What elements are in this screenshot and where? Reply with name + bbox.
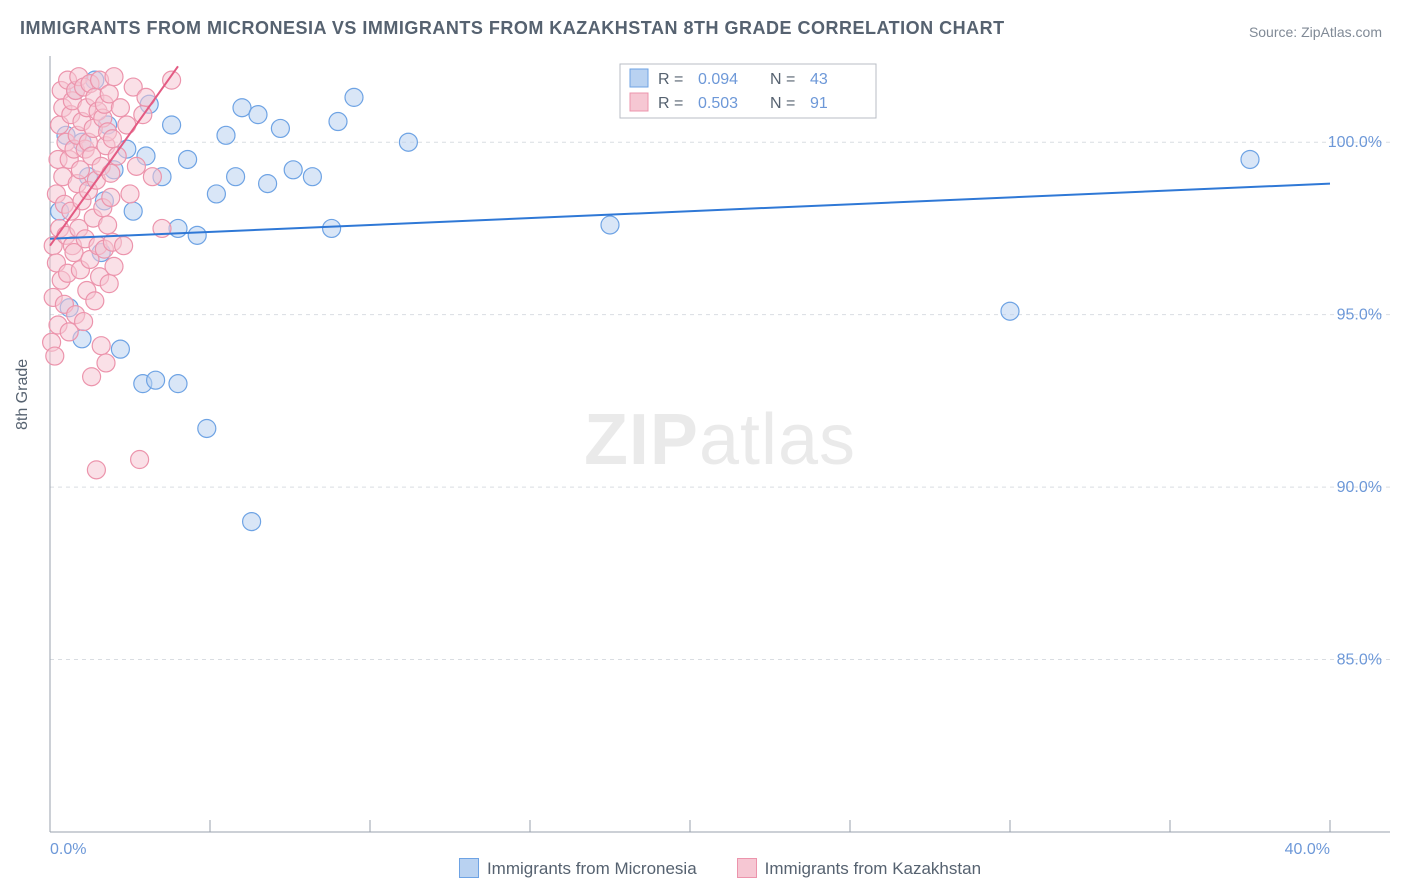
legend-swatch-1: [459, 858, 479, 878]
legend-swatch-2: [737, 858, 757, 878]
svg-text:90.0%: 90.0%: [1337, 479, 1382, 496]
chart-title: IMMIGRANTS FROM MICRONESIA VS IMMIGRANTS…: [20, 18, 1005, 39]
svg-text:85.0%: 85.0%: [1337, 652, 1382, 669]
svg-text:0.094: 0.094: [698, 71, 738, 88]
svg-text:N =: N =: [770, 71, 795, 88]
svg-text:N =: N =: [770, 95, 795, 112]
plot-svg: 85.0%90.0%95.0%100.0%0.0%40.0%R =0.094N …: [50, 56, 1390, 832]
svg-text:91: 91: [810, 95, 828, 112]
bottom-legend: Immigrants from Micronesia Immigrants fr…: [50, 852, 1390, 886]
svg-text:R =: R =: [658, 71, 683, 88]
svg-text:R =: R =: [658, 95, 683, 112]
bottom-legend-item-2: Immigrants from Kazakhstan: [737, 859, 981, 880]
plot-area: 85.0%90.0%95.0%100.0%0.0%40.0%R =0.094N …: [50, 56, 1390, 832]
legend-label-2: Immigrants from Kazakhstan: [765, 859, 981, 878]
source-attribution: Source: ZipAtlas.com: [1249, 24, 1382, 40]
svg-text:100.0%: 100.0%: [1328, 134, 1382, 151]
svg-text:95.0%: 95.0%: [1337, 307, 1382, 324]
y-axis-label: 8th Grade: [14, 359, 32, 430]
svg-text:0.503: 0.503: [698, 95, 738, 112]
bottom-legend-item-1: Immigrants from Micronesia: [459, 859, 697, 880]
chart-container: IMMIGRANTS FROM MICRONESIA VS IMMIGRANTS…: [0, 0, 1406, 892]
legend-label-1: Immigrants from Micronesia: [487, 859, 697, 878]
svg-text:43: 43: [810, 71, 828, 88]
